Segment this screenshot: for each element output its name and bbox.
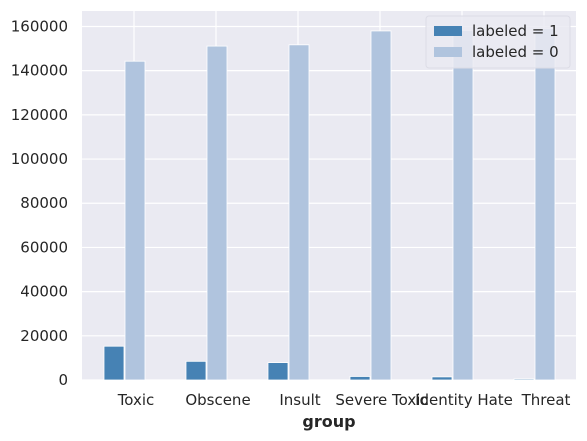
legend: labeled = 1 labeled = 0 [425, 15, 571, 69]
bar-labeled-1 [103, 345, 125, 381]
bar-labeled-1 [431, 376, 453, 381]
x-tick-label: Severe Toxic [335, 391, 428, 409]
legend-label: labeled = 0 [472, 43, 559, 61]
bar-labeled-1 [349, 376, 371, 381]
y-tick-label: 0 [58, 371, 68, 389]
y-tick-label: 60000 [20, 238, 68, 256]
y-tick-label: 120000 [11, 106, 68, 124]
bar-labeled-0 [452, 30, 474, 381]
y-tick-label: 140000 [11, 62, 68, 80]
x-tick-label: Insult [279, 391, 320, 409]
x-tick-label: Toxic [117, 391, 155, 409]
x-tick-label: Obscene [185, 391, 250, 409]
legend-label: labeled = 1 [472, 22, 559, 40]
y-tick-label: 160000 [11, 17, 68, 35]
y-tick-label: 40000 [20, 283, 68, 301]
bar-labeled-0 [370, 30, 392, 381]
y-tick-label: 100000 [11, 150, 68, 168]
legend-swatch [434, 47, 462, 57]
y-tick-label: 20000 [20, 327, 68, 345]
plot-background [82, 11, 576, 380]
bars [103, 28, 556, 381]
bar-labeled-0 [124, 60, 146, 381]
bar-labeled-1 [267, 362, 289, 381]
bar-labeled-0 [288, 44, 310, 381]
bar-labeled-1 [513, 378, 535, 381]
legend-swatch [434, 26, 462, 36]
bar-labeled-1 [185, 360, 207, 381]
bar-labeled-0 [206, 45, 228, 381]
x-tick-label: Identity Hate [415, 391, 513, 409]
y-tick-labels: 0 20000 40000 60000 80000 100000 120000 140000 1… [11, 17, 68, 389]
y-tick-label: 80000 [20, 194, 68, 212]
x-axis-label: group [302, 412, 355, 431]
bar-labeled-0 [534, 28, 556, 381]
x-tick-label: Threat [521, 391, 571, 409]
